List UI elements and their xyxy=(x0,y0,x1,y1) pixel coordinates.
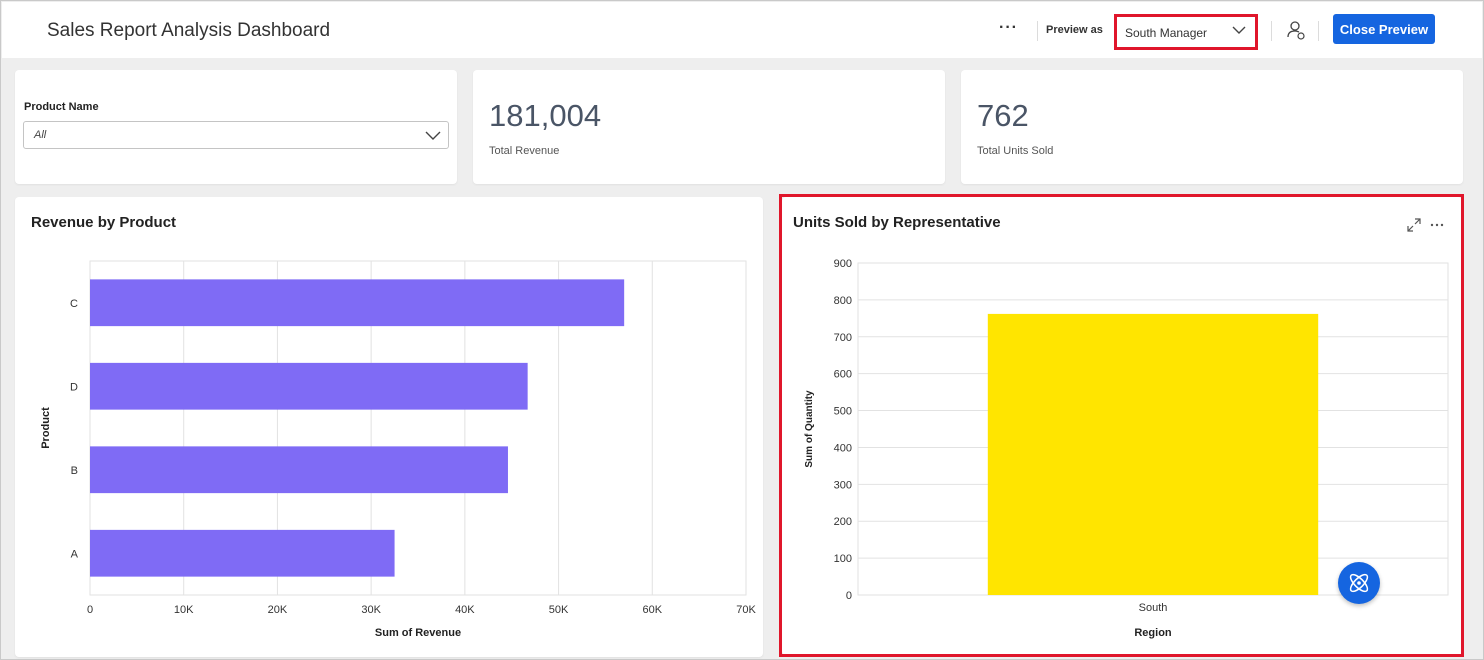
expand-icon[interactable] xyxy=(1406,217,1422,233)
preview-role-value: South Manager xyxy=(1125,26,1208,40)
y-tick-label: B xyxy=(71,465,78,477)
chart-title: Revenue by Product xyxy=(31,214,177,231)
x-tick-label: 30K xyxy=(361,604,381,616)
bar-c xyxy=(90,279,625,327)
product-name-value: All xyxy=(34,129,47,141)
y-tick-label: D xyxy=(70,381,78,393)
revenue-chart-card: Revenue by Product 0 10K 20K 30K 40K 50K 60K 70… xyxy=(15,197,763,657)
kpi-card-revenue: 181,004 Total Revenue xyxy=(473,70,945,184)
y-tick-label: 800 xyxy=(834,295,852,307)
y-axis-label: Product xyxy=(40,407,52,449)
y-axis-label: Sum of Quantity xyxy=(804,390,815,468)
x-tick-label: 50K xyxy=(549,604,569,616)
ai-assistant-button[interactable] xyxy=(1338,562,1380,604)
x-tick-label: 0 xyxy=(87,604,93,616)
y-tick-label: 900 xyxy=(834,258,852,270)
bar-d xyxy=(90,362,528,410)
bar-south xyxy=(987,313,1319,595)
header-divider xyxy=(1037,21,1038,41)
x-tick-label: 60K xyxy=(642,604,662,616)
bar-a xyxy=(90,529,395,577)
y-tick-label: A xyxy=(71,548,79,560)
preview-role-select[interactable]: South Manager xyxy=(1114,14,1258,50)
more-icon[interactable] xyxy=(1429,217,1445,233)
x-axis-label: Region xyxy=(1134,627,1172,639)
chart-title: Units Sold by Representative xyxy=(793,214,1001,231)
header-divider xyxy=(1271,21,1272,41)
revenue-bar-chart: 0 10K 20K 30K 40K 50K 60K 70K C D B A Sum of Revenue… xyxy=(40,260,756,639)
y-tick-label: 500 xyxy=(834,406,852,418)
y-tick-label: C xyxy=(70,298,78,310)
y-tick-label: 400 xyxy=(834,442,852,454)
units-bar-chart: 0 100 200 300 400 500 600 700 800 900 South Region S… xyxy=(804,258,1449,639)
dashboard-header: Sales Report Analysis Dashboard ··· Prev… xyxy=(2,2,1482,58)
kpi-label: Total Units Sold xyxy=(977,145,1054,157)
kpi-label: Total Revenue xyxy=(489,145,560,157)
kpi-value: 181,004 xyxy=(489,98,602,133)
filter-card: Product Name All xyxy=(15,70,457,184)
y-tick-label: 600 xyxy=(834,369,852,381)
chevron-down-icon xyxy=(425,131,441,140)
x-tick-label: South xyxy=(1139,602,1168,614)
y-tick-label: 700 xyxy=(834,332,852,344)
x-tick-label: 70K xyxy=(736,604,756,616)
ai-assistant-icon xyxy=(1349,573,1369,593)
product-name-select[interactable]: All xyxy=(23,121,449,149)
kpi-value: 762 xyxy=(977,98,1029,133)
header-divider xyxy=(1318,21,1319,41)
preview-as-label: Preview as xyxy=(1046,24,1103,36)
y-tick-label: 300 xyxy=(834,479,852,491)
units-chart-card: Units Sold by Representative 0 100 200 300 4… xyxy=(782,197,1462,655)
x-tick-label: 10K xyxy=(174,604,194,616)
x-tick-label: 40K xyxy=(455,604,475,616)
y-tick-label: 100 xyxy=(834,553,852,565)
close-preview-button[interactable]: Close Preview xyxy=(1333,14,1435,44)
bar-b xyxy=(90,446,508,494)
more-icon[interactable]: ··· xyxy=(999,19,1018,36)
product-name-label: Product Name xyxy=(24,101,99,113)
x-axis-label: Sum of Revenue xyxy=(375,627,461,639)
x-tick-label: 20K xyxy=(268,604,288,616)
user-icon[interactable] xyxy=(1282,16,1310,44)
chevron-down-icon xyxy=(1232,26,1246,34)
page-title: Sales Report Analysis Dashboard xyxy=(47,20,331,41)
y-tick-label: 200 xyxy=(834,516,852,528)
y-tick-label: 0 xyxy=(846,590,852,602)
kpi-card-units: 762 Total Units Sold xyxy=(961,70,1463,184)
